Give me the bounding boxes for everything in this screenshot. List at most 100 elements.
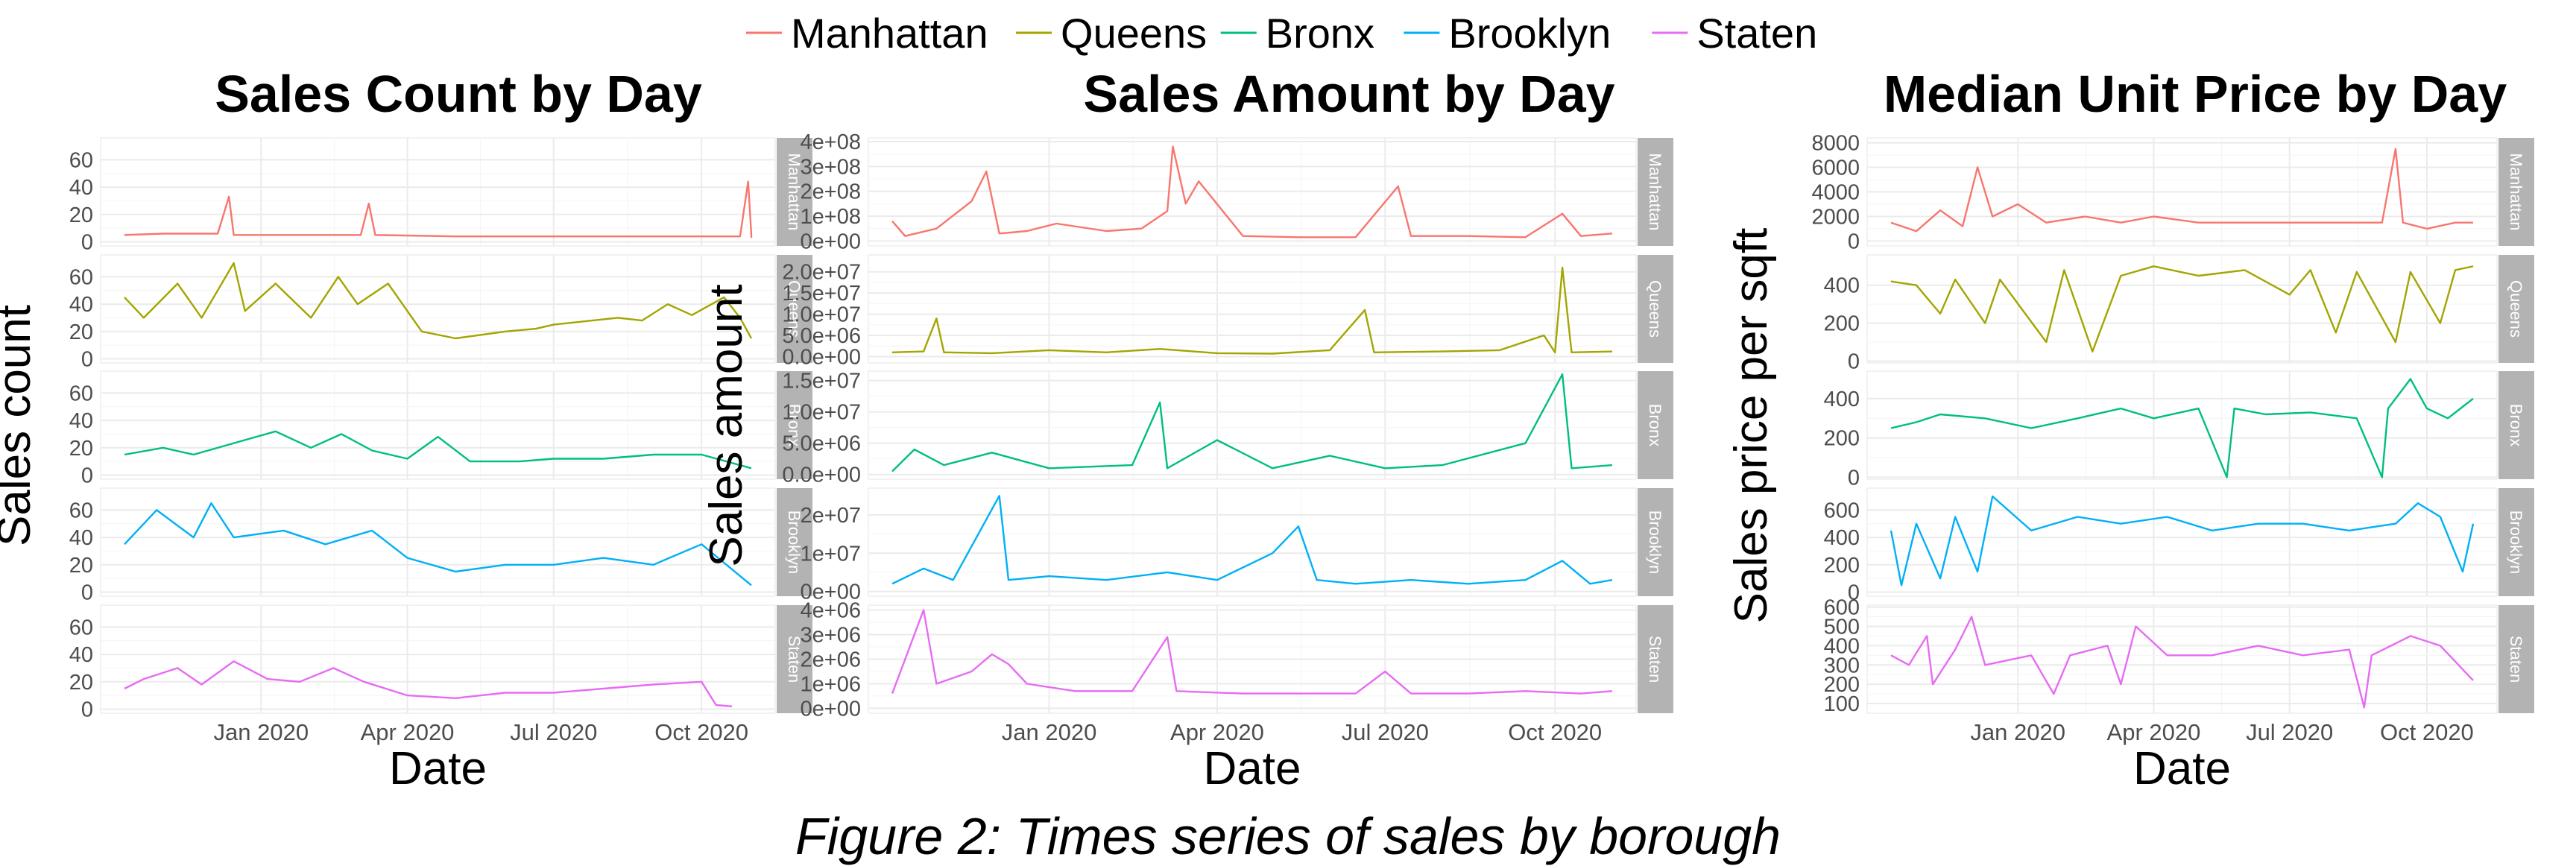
y-tick-label: 20 — [69, 437, 93, 461]
legend-label-queens: Queens — [1061, 10, 1207, 57]
y-tick-label: 40 — [69, 409, 93, 433]
facet-manhattan: 0 20 40 60 Manhattan — [69, 137, 812, 254]
y-tick-label: 2000 — [1811, 205, 1860, 229]
series-line-bronx — [1890, 378, 2474, 478]
series-line-brooklyn — [891, 495, 1613, 585]
panel-background — [1866, 370, 2498, 480]
y-tick-label: 60 — [69, 616, 93, 639]
legend-item-brooklyn: Brooklyn — [1404, 10, 1611, 57]
x-tick-label: Jan 2020 — [1002, 719, 1097, 745]
y-axis-label: Sales count — [0, 305, 40, 546]
panel-background — [868, 254, 1637, 364]
facet-staten: 0 20 40 60 Staten — [69, 604, 812, 721]
y-tick-label: 0 — [1848, 581, 1860, 604]
y-tick-label: 0 — [81, 698, 93, 721]
facet-strip-label: Manhattan — [2507, 154, 2525, 231]
facet-strip — [777, 138, 812, 246]
series-line-manhattan — [124, 180, 753, 238]
facet-bronx: 0 200 400 Bronx — [1824, 370, 2534, 490]
chart-panel-1: Sales Count by Day Sales count 0 20 40 60 Manh… — [0, 65, 812, 794]
x-tick-label: Apr 2020 — [361, 719, 455, 745]
x-tick-label: Oct 2020 — [1508, 719, 1602, 745]
series-line-queens — [891, 266, 1613, 355]
y-axis-label: Sales amount — [701, 284, 752, 566]
y-tick-label: 200 — [1824, 673, 1860, 697]
facet-strip — [1638, 138, 1673, 246]
panel-background — [100, 370, 776, 480]
y-tick-label: 20 — [69, 203, 93, 227]
y-tick-label: 4000 — [1811, 181, 1860, 205]
y-tick-label: 0.0e+00 — [782, 464, 861, 487]
y-tick-label: 0e+00 — [801, 230, 861, 253]
facet-strip — [777, 371, 812, 479]
y-tick-label: 1.0e+07 — [782, 401, 861, 425]
y-tick-label: 400 — [1824, 634, 1860, 658]
x-tick-label: Jan 2020 — [214, 719, 309, 745]
legend-item-staten: Staten — [1652, 10, 1817, 57]
y-tick-label: 300 — [1824, 654, 1860, 677]
facet-strip — [1638, 255, 1673, 363]
series-line-staten — [1890, 616, 2474, 709]
y-tick-label: 20 — [69, 320, 93, 344]
y-tick-label: 1.0e+07 — [782, 303, 861, 327]
y-tick-label: 0 — [1848, 230, 1860, 253]
y-tick-label: 5.0e+06 — [782, 432, 861, 456]
chart-title: Sales Count by Day — [215, 65, 702, 123]
y-tick-label: 2e+07 — [801, 504, 861, 528]
series-line-staten — [124, 660, 733, 707]
y-tick-label: 40 — [69, 643, 93, 667]
panel-background — [868, 487, 1637, 597]
facet-strip — [1638, 488, 1673, 596]
facet-brooklyn: 0 20 40 60 Brooklyn — [69, 487, 812, 604]
y-tick-label: 40 — [69, 293, 93, 317]
y-tick-label: 0 — [81, 464, 93, 487]
y-tick-label: 0 — [1848, 466, 1860, 490]
y-tick-label: 500 — [1824, 615, 1860, 639]
y-tick-label: 200 — [1824, 554, 1860, 578]
facet-strip — [1638, 371, 1673, 479]
series-line-queens — [1890, 265, 2474, 353]
chart-panel-3: Median Unit Price by Day Sales price per … — [1726, 65, 2534, 794]
facet-bronx: 0 20 40 60 Bronx — [69, 370, 812, 487]
y-tick-label: 2e+06 — [801, 648, 861, 672]
x-tick-label: Jul 2020 — [2246, 719, 2333, 745]
facet-strip-label: Queens — [2507, 280, 2525, 338]
legend-label-manhattan: Manhattan — [791, 10, 988, 57]
facet-brooklyn: 0e+00 1e+07 2e+07 Brooklyn — [801, 487, 1673, 604]
series-line-manhattan — [1890, 148, 2473, 233]
y-tick-label: 5.0e+06 — [782, 324, 861, 348]
y-tick-label: 1.5e+07 — [782, 370, 861, 394]
y-tick-label: 1e+07 — [801, 542, 861, 566]
facet-strip-label: Bronx — [785, 404, 804, 446]
x-tick-label: Oct 2020 — [654, 719, 748, 745]
facet-strip — [777, 255, 812, 363]
series-line-brooklyn — [124, 502, 752, 587]
facet-bronx: 0.0e+00 5.0e+06 1.0e+07 1.5e+07 Bronx — [782, 370, 1673, 487]
legend-item-queens: Queens — [1016, 10, 1207, 57]
y-tick-label: 100 — [1824, 692, 1860, 716]
facet-strip-label: Staten — [1646, 636, 1664, 683]
facet-strip — [2498, 255, 2534, 363]
panel-background — [100, 487, 776, 597]
x-tick-label: Jul 2020 — [1342, 719, 1429, 745]
y-tick-label: 600 — [1824, 596, 1860, 620]
x-tick-label: Jan 2020 — [1970, 719, 2065, 745]
facet-strip — [1638, 605, 1673, 713]
facet-strip-label: Bronx — [1646, 404, 1664, 446]
facet-strip — [2498, 138, 2534, 246]
series-line-queens — [124, 262, 753, 340]
facet-strip — [2498, 371, 2534, 479]
facet-strip-label: Staten — [2507, 636, 2525, 683]
legend-label-brooklyn: Brooklyn — [1448, 10, 1611, 57]
y-tick-label: 0 — [81, 581, 93, 604]
facet-strip-label: Brooklyn — [1646, 511, 1664, 575]
y-tick-label: 200 — [1824, 312, 1860, 336]
figure-caption: Figure 2: Times series of sales by borou… — [795, 807, 1781, 865]
chart-title: Median Unit Price by Day — [1884, 65, 2507, 123]
legend-label-staten: Staten — [1696, 10, 1817, 57]
x-tick-label: Oct 2020 — [2380, 719, 2474, 745]
chart-title: Sales Amount by Day — [1083, 65, 1614, 123]
